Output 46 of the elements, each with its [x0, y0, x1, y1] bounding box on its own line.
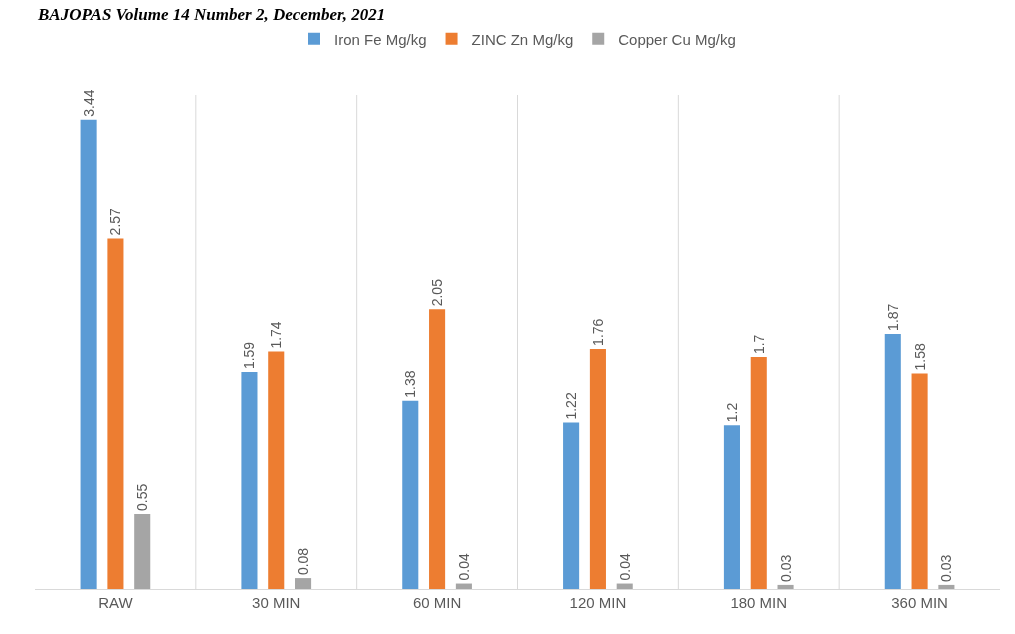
- bar: [616, 583, 633, 589]
- bar: [938, 584, 955, 589]
- data-label: 0.08: [295, 547, 312, 576]
- data-label: 1.38: [402, 370, 419, 398]
- data-label: 0.03: [777, 554, 794, 582]
- x-tick-label: 180 MIN: [730, 594, 788, 611]
- x-tick-label: 120 MIN: [569, 594, 627, 611]
- bar: [723, 425, 740, 589]
- bar: [563, 422, 580, 589]
- data-label: 0.04: [455, 553, 472, 581]
- data-label: 1.58: [911, 342, 928, 371]
- bar: [107, 238, 124, 589]
- data-label: 1.87: [884, 303, 901, 331]
- bar: [295, 578, 312, 589]
- data-label: 1.74: [268, 321, 285, 349]
- legend-label: Copper Cu Mg/kg: [618, 30, 736, 48]
- data-label: 0.55: [134, 483, 151, 511]
- data-label: 3.44: [80, 89, 97, 117]
- bar: [429, 309, 446, 589]
- data-label: 1.59: [241, 341, 258, 370]
- data-label: 2.57: [107, 207, 124, 236]
- bar: [750, 357, 767, 589]
- data-label: 0.04: [616, 553, 633, 581]
- data-label: 1.22: [563, 392, 580, 420]
- x-tick-label: 30 MIN: [252, 594, 301, 611]
- bar: [402, 400, 419, 589]
- x-tick-label: 60 MIN: [412, 594, 462, 611]
- bar: [80, 119, 97, 589]
- bar: [241, 372, 258, 589]
- data-label: 1.7: [750, 334, 767, 355]
- x-tick-label: RAW: [98, 594, 134, 611]
- data-label: 1.76: [589, 318, 606, 346]
- legend-label: Iron Fe Mg/kg: [334, 30, 427, 48]
- legend-label: ZINC Zn Mg/kg: [471, 30, 574, 48]
- bar: [884, 333, 901, 589]
- text: BAJOPAS Volume 14 Number 2, December, 2021: [37, 5, 386, 24]
- bar: [911, 373, 928, 589]
- bar: [268, 351, 285, 589]
- data-label: 0.03: [938, 554, 955, 582]
- bar: [134, 513, 151, 589]
- x-tick-label: 360 MIN: [891, 594, 948, 611]
- data-label: 1.2: [723, 402, 740, 423]
- bar: [455, 583, 472, 589]
- bar: [589, 348, 606, 589]
- data-label: 2.05: [429, 278, 446, 307]
- bar: [777, 584, 794, 589]
